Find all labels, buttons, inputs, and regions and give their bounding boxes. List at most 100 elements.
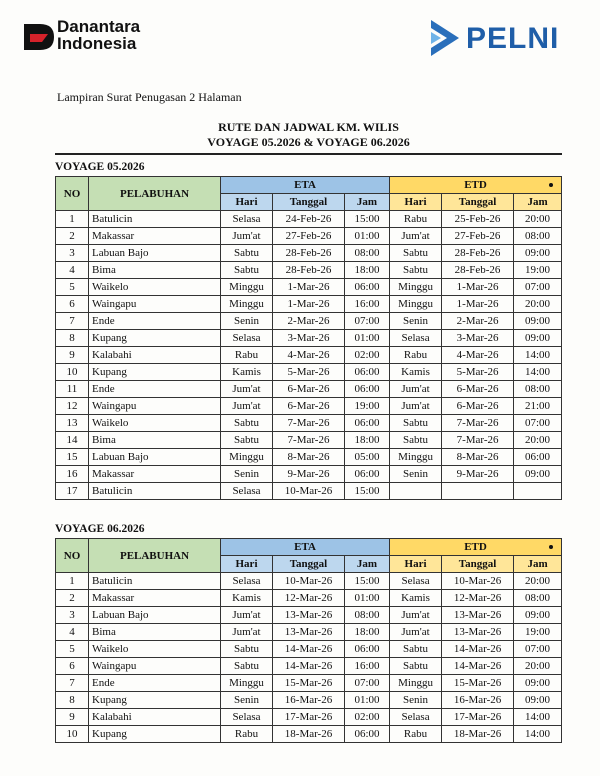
data-cell: 20:00 bbox=[513, 210, 563, 228]
data-cell: 13-Mar-26 bbox=[441, 606, 515, 624]
data-row: 9 Kalabahi Rabu 4-Mar-26 02:00 Rabu 4-Mar-26 14… bbox=[55, 346, 563, 364]
data-row: 6 Waingapu Sabtu 14-Mar-26 16:00 Sabtu 14-Mar-… bbox=[55, 657, 563, 675]
subheader-row: Hari Tanggal Jam Hari Tanggal Jam bbox=[56, 193, 563, 211]
data-cell: 16-Mar-26 bbox=[441, 691, 515, 709]
data-cell: 17-Mar-26 bbox=[272, 708, 345, 726]
data-cell: Makassar bbox=[88, 465, 221, 483]
data-row: 1 Batulicin Selasa 24-Feb-26 15:00 Rabu 25-Feb… bbox=[55, 210, 563, 228]
subheader-cell: Jam bbox=[343, 193, 391, 211]
data-cell: Sabtu bbox=[220, 244, 273, 262]
data-cell: 7 bbox=[55, 674, 89, 692]
data-row: 5 Waikelo Minggu 1-Mar-26 06:00 Minggu 1-Mar-2… bbox=[55, 278, 563, 296]
data-cell: 9-Mar-26 bbox=[272, 465, 345, 483]
data-cell: 18-Mar-26 bbox=[441, 725, 515, 743]
data-cell: 09:00 bbox=[513, 329, 563, 347]
data-cell: 07:00 bbox=[513, 640, 563, 658]
data-cell: 5 bbox=[55, 640, 89, 658]
data-row: 9 Kalabahi Selasa 17-Mar-26 02:00 Selasa 17-Ma… bbox=[55, 708, 563, 726]
data-cell: Makassar bbox=[88, 589, 221, 607]
data-cell: Sabtu bbox=[220, 657, 273, 675]
data-cell: Minggu bbox=[220, 295, 273, 313]
data-cell: 15-Mar-26 bbox=[272, 674, 345, 692]
data-cell: 16:00 bbox=[343, 295, 391, 313]
data-cell: Rabu bbox=[220, 346, 273, 364]
data-cell: 06:00 bbox=[513, 448, 563, 466]
data-cell: Jum'at bbox=[220, 606, 273, 624]
data-row: 3 Labuan Bajo Jum'at 13-Mar-26 08:00 Jum'at 13… bbox=[55, 606, 563, 624]
data-cell: 07:00 bbox=[343, 312, 391, 330]
data-cell: 08:00 bbox=[513, 227, 563, 245]
data-cell: 16-Mar-26 bbox=[272, 691, 345, 709]
data-row: 12 Waingapu Jum'at 6-Mar-26 19:00 Jum'at 6-Mar… bbox=[55, 397, 563, 415]
attachment-note: Lampiran Surat Penugasan 2 Halaman bbox=[57, 90, 242, 104]
data-cell: 21:00 bbox=[513, 397, 563, 415]
header-cell: ETD bbox=[389, 176, 563, 194]
brand-right: PELNI bbox=[466, 22, 560, 55]
data-row: 13 Waikelo Sabtu 7-Mar-26 06:00 Sabtu 7-Mar-26… bbox=[55, 414, 563, 432]
data-cell: 13-Mar-26 bbox=[272, 623, 345, 641]
data-cell: 17 bbox=[55, 482, 89, 500]
data-row: 7 Ende Minggu 15-Mar-26 07:00 Minggu 15-Mar-26… bbox=[55, 674, 563, 692]
header-cell: ETA bbox=[219, 176, 391, 194]
data-cell: 2 bbox=[55, 227, 89, 245]
data-cell: 13-Mar-26 bbox=[272, 606, 345, 624]
data-cell: 02:00 bbox=[343, 708, 391, 726]
data-row: 14 Bima Sabtu 7-Mar-26 18:00 Sabtu 7-Mar-26 20:… bbox=[55, 431, 563, 449]
data-cell: 10-Mar-26 bbox=[441, 572, 515, 590]
data-cell: Rabu bbox=[220, 725, 273, 743]
data-cell: 28-Feb-26 bbox=[441, 244, 515, 262]
data-cell: Senin bbox=[389, 465, 443, 483]
header-cell: NO bbox=[55, 538, 89, 573]
data-cell: Selasa bbox=[220, 210, 273, 228]
data-cell: Waikelo bbox=[88, 414, 221, 432]
data-row: 8 Kupang Selasa 3-Mar-26 01:00 Selasa 3-Mar-26… bbox=[55, 329, 563, 347]
data-row: 4 Bima Sabtu 28-Feb-26 18:00 Sabtu 28-Feb-26 19… bbox=[55, 261, 563, 279]
data-cell: Senin bbox=[220, 691, 273, 709]
data-cell: 10 bbox=[55, 725, 89, 743]
data-row: 10 Kupang Rabu 18-Mar-26 06:00 Rabu 18-Mar-26 1… bbox=[55, 725, 563, 743]
data-cell: 13-Mar-26 bbox=[441, 623, 515, 641]
data-cell: Sabtu bbox=[389, 261, 443, 279]
brand-left-line: Indonesia bbox=[57, 34, 137, 53]
data-cell: 2 bbox=[55, 589, 89, 607]
data-cell: 4-Mar-26 bbox=[272, 346, 345, 364]
data-cell: Ende bbox=[88, 312, 221, 330]
data-cell: 06:00 bbox=[343, 465, 391, 483]
subheader-cell: Hari bbox=[220, 193, 273, 211]
data-cell: 12-Mar-26 bbox=[441, 589, 515, 607]
data-cell: 3 bbox=[55, 244, 89, 262]
data-cell: Minggu bbox=[389, 278, 443, 296]
data-cell: 16:00 bbox=[343, 657, 391, 675]
data-cell: 01:00 bbox=[343, 329, 391, 347]
data-cell: 15:00 bbox=[343, 210, 391, 228]
data-cell: 06:00 bbox=[343, 414, 391, 432]
data-cell: 20:00 bbox=[513, 572, 563, 590]
data-cell: 4 bbox=[55, 261, 89, 279]
data-cell: 14:00 bbox=[513, 363, 563, 381]
data-cell: Kupang bbox=[88, 363, 221, 381]
data-cell: Selasa bbox=[220, 482, 273, 500]
data-cell: 18:00 bbox=[343, 431, 391, 449]
data-cell: Rabu bbox=[389, 725, 443, 743]
data-cell: Selasa bbox=[389, 572, 443, 590]
data-cell: 10-Mar-26 bbox=[272, 482, 345, 500]
data-cell: 19:00 bbox=[513, 261, 563, 279]
data-cell: Waingapu bbox=[88, 295, 221, 313]
data-row: 15 Labuan Bajo Minggu 8-Mar-26 05:00 Minggu 8-… bbox=[55, 448, 563, 466]
data-cell: Senin bbox=[220, 465, 273, 483]
data-cell: 09:00 bbox=[513, 465, 563, 483]
data-cell: 28-Feb-26 bbox=[441, 261, 515, 279]
data-cell: Batulicin bbox=[88, 482, 221, 500]
data-cell: 7-Mar-26 bbox=[441, 414, 515, 432]
data-cell: 09:00 bbox=[513, 312, 563, 330]
data-cell: 27-Feb-26 bbox=[272, 227, 345, 245]
data-cell: 3-Mar-26 bbox=[441, 329, 515, 347]
data-cell: 08:00 bbox=[343, 244, 391, 262]
data-cell: 7-Mar-26 bbox=[272, 431, 345, 449]
data-cell: 8-Mar-26 bbox=[272, 448, 345, 466]
data-cell: 02:00 bbox=[343, 346, 391, 364]
data-cell: 07:00 bbox=[513, 278, 563, 296]
data-cell: 05:00 bbox=[343, 448, 391, 466]
title-line: VOYAGE 05.2026 & VOYAGE 06.2026 bbox=[207, 135, 410, 149]
data-cell: 01:00 bbox=[343, 691, 391, 709]
